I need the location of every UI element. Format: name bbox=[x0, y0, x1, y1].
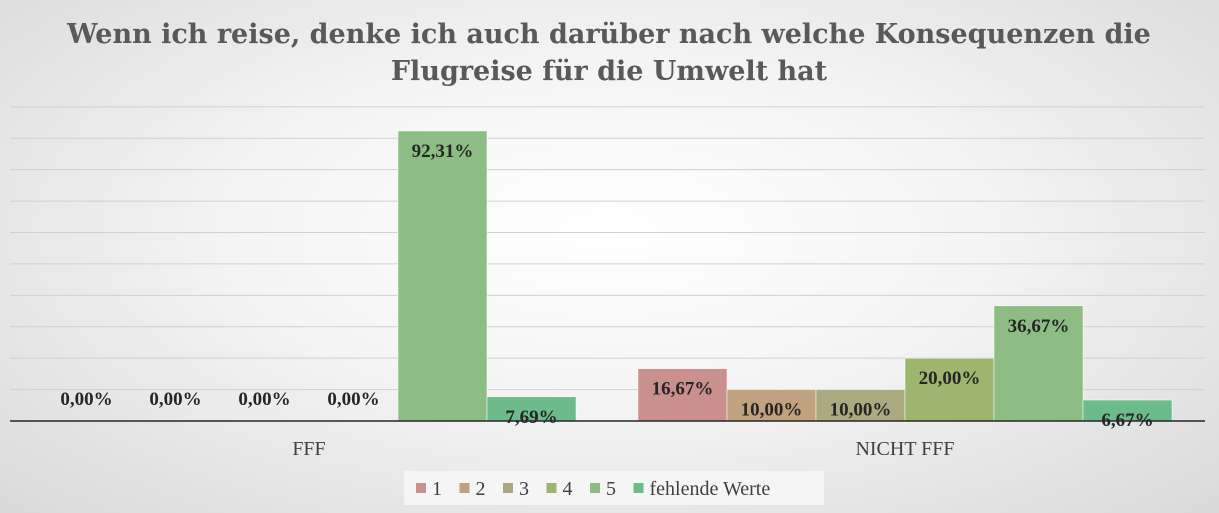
legend-entry: 3 bbox=[519, 478, 529, 500]
category-label: NICHT FFF bbox=[855, 438, 954, 460]
category-label: FFF bbox=[292, 438, 325, 460]
data-label: 36,67% bbox=[1008, 316, 1070, 337]
data-label: 7,69% bbox=[505, 407, 557, 428]
gridlines bbox=[10, 106, 1205, 391]
data-label: 0,00% bbox=[327, 389, 379, 410]
chart-title-line-1: Wenn ich reise, denke ich auch darüber n… bbox=[66, 19, 1151, 50]
legend-swatch bbox=[503, 483, 513, 493]
data-label: 0,00% bbox=[238, 389, 290, 410]
legend-box bbox=[404, 471, 824, 505]
bar-nicht-fff-series-3 bbox=[815, 389, 906, 422]
data-label: 92,31% bbox=[412, 141, 474, 162]
legend-swatch bbox=[459, 483, 470, 493]
data-label: 16,67% bbox=[652, 379, 714, 400]
data-label: 10,00% bbox=[830, 400, 892, 421]
chart-title-line-2: Flugreise für die Umwelt hat bbox=[391, 56, 828, 87]
bars bbox=[397, 130, 1173, 422]
data-label: 0,00% bbox=[149, 389, 201, 410]
data-label: 10,00% bbox=[741, 400, 803, 421]
bar-nicht-fff-series-5 bbox=[993, 305, 1084, 422]
legend-entry: fehlende Werte bbox=[650, 478, 771, 500]
data-label: 20,00% bbox=[919, 368, 981, 389]
bar-fff-series-5 bbox=[397, 130, 488, 422]
bar-fff-series-6 bbox=[486, 396, 577, 422]
legend-swatch bbox=[633, 483, 644, 493]
bar-nicht-fff-series-4 bbox=[904, 357, 995, 422]
data-labels: 0,00% 0,00% 0,00% 0,00% 92,31% 7,69% 16,67% 10,… bbox=[60, 141, 1153, 431]
bar-nicht-fff-series-1 bbox=[637, 368, 728, 422]
legend-entry: 1 bbox=[432, 478, 442, 500]
legend-entry: 5 bbox=[606, 478, 616, 500]
legend-swatch bbox=[416, 483, 426, 493]
legend-entry: 2 bbox=[476, 478, 486, 500]
legend-swatch bbox=[546, 483, 557, 493]
legend: 1 2 3 4 5 fehlende Werte bbox=[404, 471, 824, 505]
category-labels: FFF NICHT FFF bbox=[292, 438, 954, 460]
legend-swatch bbox=[590, 483, 600, 493]
legend-entry: 4 bbox=[563, 478, 573, 500]
data-label: 0,00% bbox=[60, 389, 112, 410]
